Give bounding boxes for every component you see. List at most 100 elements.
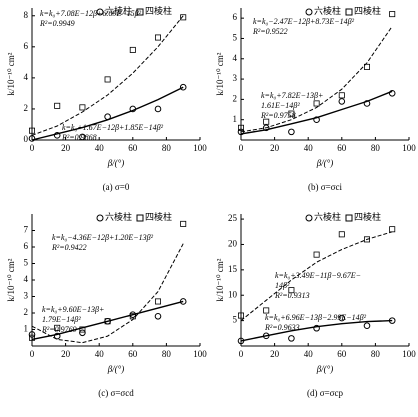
y-tick-label: 2 xyxy=(233,93,238,103)
point xyxy=(79,104,86,111)
point xyxy=(363,63,370,70)
point xyxy=(389,11,396,18)
point xyxy=(338,231,345,238)
y-axis-label: k/10⁻¹⁰ cm² xyxy=(6,52,16,95)
x-tick-label: 60 xyxy=(128,349,138,359)
point xyxy=(180,220,187,227)
y-tick-label: 0 xyxy=(24,134,29,144)
x-tick-label: 60 xyxy=(128,143,138,153)
annotation: R²=0.9633 xyxy=(264,323,300,332)
y-tick-label: 4 xyxy=(24,274,29,284)
annotation: 1.79E−14β² xyxy=(42,315,81,324)
x-tick-label: 100 xyxy=(402,143,416,153)
x-axis-label: β/(°) xyxy=(316,158,334,168)
fit-line xyxy=(31,300,184,341)
y-tick-label: 5 xyxy=(24,258,29,268)
x-tick-label: 0 xyxy=(239,143,244,153)
legend-label: 六棱柱 xyxy=(314,211,341,222)
y-tick-label: 1 xyxy=(233,114,238,124)
point xyxy=(79,326,86,333)
fit-line xyxy=(240,90,393,135)
x-tick-label: 100 xyxy=(193,143,207,153)
annotation: 14β² xyxy=(275,281,290,290)
point xyxy=(237,124,244,131)
point xyxy=(154,105,162,113)
point xyxy=(179,83,187,91)
y-tick-label: 10 xyxy=(228,289,238,299)
fit-line xyxy=(240,231,393,321)
legend-symbol xyxy=(136,214,144,222)
x-tick-label: 100 xyxy=(402,349,416,359)
point xyxy=(154,34,161,41)
point xyxy=(54,324,61,331)
x-tick-label: 40 xyxy=(304,143,314,153)
x-tick-label: 20 xyxy=(61,349,71,359)
x-tick-label: 0 xyxy=(30,349,35,359)
x-tick-label: 100 xyxy=(193,349,207,359)
legend-label: 六棱柱 xyxy=(105,5,132,16)
panel: 0 20 40 60 80 100 1 2 3 4 5 6 β/(°) k/10⁻¹⁰ cm² (b) σ=… xyxy=(215,5,416,192)
annotation: k=k₀+3.49E−11β−9.67E− xyxy=(275,271,361,280)
y-tick-label: 20 xyxy=(228,239,238,249)
annotation: k=k₀+7.82E−13β+ xyxy=(261,91,323,100)
x-axis-label: β/(°) xyxy=(107,364,125,374)
annotation: k=k₀−2.47E−12β+8.73E−14β² xyxy=(253,17,355,26)
x-axis-label: β/(°) xyxy=(316,364,334,374)
fit-line xyxy=(31,86,184,141)
panel: 0 20 40 60 80 100 1 2 3 4 5 6 7 β/(°) k/10⁻¹⁰ cm² (c) σ… xyxy=(6,211,207,398)
point xyxy=(154,298,161,305)
x-tick-label: 60 xyxy=(337,143,347,153)
point xyxy=(154,313,162,320)
point xyxy=(180,14,187,21)
annotation: k=k₀+9.60E−13β+ xyxy=(42,305,104,314)
point xyxy=(313,251,320,258)
caption: (d) σ=σcp xyxy=(307,388,344,398)
annotation: R²=0.9949 xyxy=(39,19,75,28)
annotation: R²=0.9769 xyxy=(41,325,77,334)
legend-symbol xyxy=(345,214,353,222)
annotation: k=k₀+6.96E−13β−2.99E−14β² xyxy=(265,313,367,322)
legend-label: 四棱柱 xyxy=(354,5,381,16)
annotation: R²=0.9313 xyxy=(274,291,310,300)
x-tick-label: 20 xyxy=(270,349,280,359)
x-tick-label: 40 xyxy=(95,349,105,359)
y-tick-label: 25 xyxy=(228,213,238,223)
legend-symbol xyxy=(305,214,313,222)
x-tick-label: 0 xyxy=(239,349,244,359)
point xyxy=(28,135,36,142)
point xyxy=(313,116,320,123)
point xyxy=(288,287,295,294)
fit-line xyxy=(31,243,184,344)
legend-symbol xyxy=(136,8,144,16)
point xyxy=(263,118,270,125)
y-axis-label: k/10⁻¹⁰ cm² xyxy=(215,258,225,301)
point xyxy=(53,332,61,340)
point xyxy=(104,76,111,83)
caption: (a) σ=0 xyxy=(103,182,130,192)
panel: 0 20 40 60 80 100 0 2 4 6 8 β/(°) k/10⁻¹⁰ cm² (a) σ=0… xyxy=(6,5,207,192)
annotation: R²=0.9868 xyxy=(61,133,97,142)
legend-label: 四棱柱 xyxy=(354,211,381,222)
y-tick-label: 4 xyxy=(233,53,238,63)
y-tick-label: 5 xyxy=(233,315,238,325)
x-tick-label: 20 xyxy=(61,143,71,153)
point xyxy=(313,324,320,332)
y-tick-label: 4 xyxy=(24,72,29,82)
x-tick-label: 40 xyxy=(304,349,314,359)
point xyxy=(28,334,35,341)
point xyxy=(363,236,370,243)
y-tick-label: 5 xyxy=(233,33,238,43)
point xyxy=(338,98,346,105)
point xyxy=(389,226,396,233)
x-tick-label: 80 xyxy=(371,143,381,153)
point xyxy=(388,89,396,97)
legend-label: 四棱柱 xyxy=(145,5,172,16)
legend-symbol xyxy=(345,8,353,16)
annotation: R²=0.9758 xyxy=(260,111,296,120)
x-tick-label: 20 xyxy=(270,143,280,153)
y-tick-label: 6 xyxy=(24,41,29,51)
point xyxy=(79,329,86,337)
x-tick-label: 60 xyxy=(337,349,347,359)
point xyxy=(288,128,295,136)
fit-line xyxy=(31,15,184,136)
